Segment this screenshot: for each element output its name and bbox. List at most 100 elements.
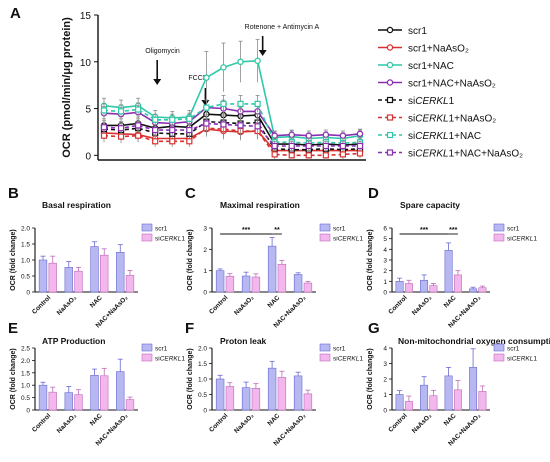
series-point — [135, 132, 142, 139]
series-line — [103, 106, 361, 137]
bar-scr1 — [215, 378, 225, 411]
panel-a-y-tick-label: 5 — [85, 105, 91, 116]
y-tick-label: 2 — [203, 247, 207, 254]
category-label: Control — [387, 412, 408, 433]
series-point — [186, 115, 193, 122]
category-label: NaAsO₂ — [233, 412, 255, 434]
significance-label: *** — [449, 227, 457, 234]
bar-sicerkl1 — [478, 391, 487, 411]
panel-title: ATP Production — [42, 336, 105, 346]
bar-scr1 — [469, 367, 478, 411]
rotenone-arrow-head — [258, 50, 267, 56]
panel-b-letter: B — [8, 185, 19, 202]
y-tick-label: 1.0 — [21, 383, 30, 390]
y-axis-label: OCR (fold change) — [367, 229, 374, 290]
legend-marker — [386, 149, 394, 156]
series-point — [322, 131, 330, 138]
series-point — [339, 142, 347, 150]
bar-scr1 — [444, 375, 453, 411]
y-tick-label: 0 — [26, 408, 30, 415]
legend-marker — [386, 61, 394, 69]
oligomycin-label: Oligomycin — [145, 48, 180, 55]
bar-scr1 — [420, 279, 429, 293]
y-axis-label: OCR (fold change) — [367, 348, 374, 409]
category-label: Control — [31, 412, 52, 433]
panel-e: E ATP Production 0 0.5 1.0 1.5 2.0 2.5 OCR (fold… — [8, 320, 185, 447]
bar-sicerkl1 — [404, 283, 413, 293]
y-tick-label: 3 — [383, 361, 387, 368]
bar-sicerkl1 — [100, 254, 109, 293]
series-point — [135, 106, 142, 113]
legend-label: siCERKL1 — [333, 236, 363, 243]
legend-label: scr1 — [155, 226, 168, 233]
legend-marker — [386, 44, 394, 51]
series-point — [203, 120, 210, 127]
y-tick-label: 0 — [383, 290, 387, 297]
series-point — [339, 132, 347, 139]
panel-title: Maximal respiration — [220, 200, 300, 210]
legend-label: scr1 — [333, 226, 346, 233]
y-tick-label: 1 — [383, 392, 387, 399]
legend-label: scr1 — [155, 346, 168, 353]
series-point — [356, 142, 364, 150]
panel-a-y-tick-label: 15 — [80, 11, 92, 22]
y-tick-label: 0.5 — [21, 274, 30, 281]
bar-scr1 — [64, 267, 73, 293]
y-tick-label: 1.5 — [21, 370, 30, 377]
series-point — [169, 116, 176, 123]
y-tick-label: 0.5 — [198, 392, 207, 399]
legend-swatch — [141, 223, 153, 232]
category-label: Control — [208, 412, 229, 433]
series-point — [305, 152, 312, 159]
y-tick-label: 2.0 — [198, 346, 207, 353]
legend-label: scr1 — [333, 346, 346, 353]
series-point — [169, 126, 176, 134]
legend-label: siCERKL1+NAC+NaAsO₂ — [408, 149, 523, 160]
bar-scr1 — [90, 374, 99, 411]
legend-label: scr1 — [408, 26, 427, 37]
legend-marker — [386, 26, 394, 34]
legend-label: siCERKL1 — [507, 236, 537, 243]
bar-scr1 — [395, 394, 404, 411]
series-point — [254, 57, 261, 65]
bar-sicerkl1 — [303, 282, 313, 293]
bar-sicerkl1 — [225, 275, 235, 293]
series-point — [322, 152, 329, 159]
series-point — [100, 124, 108, 131]
legend-swatch — [493, 233, 505, 242]
legend-label: scr1 — [507, 346, 520, 353]
series-line — [103, 103, 361, 145]
rotenone-label: Rotenone + Antimycin A — [245, 24, 320, 31]
legend-marker — [386, 96, 394, 104]
category-label: NAC — [443, 412, 458, 427]
series-point — [203, 104, 210, 111]
series-point — [220, 100, 227, 107]
category-label: NAC — [89, 294, 104, 309]
bar-sicerkl1 — [478, 287, 487, 293]
panel-a-y-tick-label: 10 — [80, 58, 92, 69]
series-point — [237, 122, 244, 129]
y-tick-label: 0 — [203, 408, 207, 415]
series-point — [220, 64, 227, 71]
panel-title: Proton leak — [220, 336, 267, 346]
series-point — [237, 100, 244, 107]
panel-b: B Basal respiration 0 0.5 1.0 1.5 2.0 OCR (fold… — [8, 185, 185, 329]
category-label: NaAsO₂ — [233, 294, 255, 316]
legend-marker — [386, 79, 394, 86]
series-point — [254, 123, 261, 130]
y-tick-label: 2.0 — [21, 358, 30, 365]
bar-scr1 — [116, 371, 125, 411]
y-axis-label: OCR (fold change) — [187, 348, 194, 409]
legend-swatch — [141, 343, 153, 352]
legend-swatch — [319, 353, 331, 362]
series-point — [339, 151, 347, 158]
y-axis-label: OCR (fold change) — [10, 348, 17, 409]
category-label: NaAsO₂ — [56, 294, 78, 316]
panel-f-letter: F — [185, 320, 194, 337]
y-tick-label: 5 — [383, 236, 387, 243]
bar-scr1 — [293, 274, 303, 293]
y-tick-label: 1 — [203, 268, 207, 275]
panel-c: C Maximal respiration 0 1 2 3 OCR (fold change… — [185, 185, 363, 329]
y-tick-label: 6 — [383, 226, 387, 233]
legend-swatch — [319, 343, 331, 352]
